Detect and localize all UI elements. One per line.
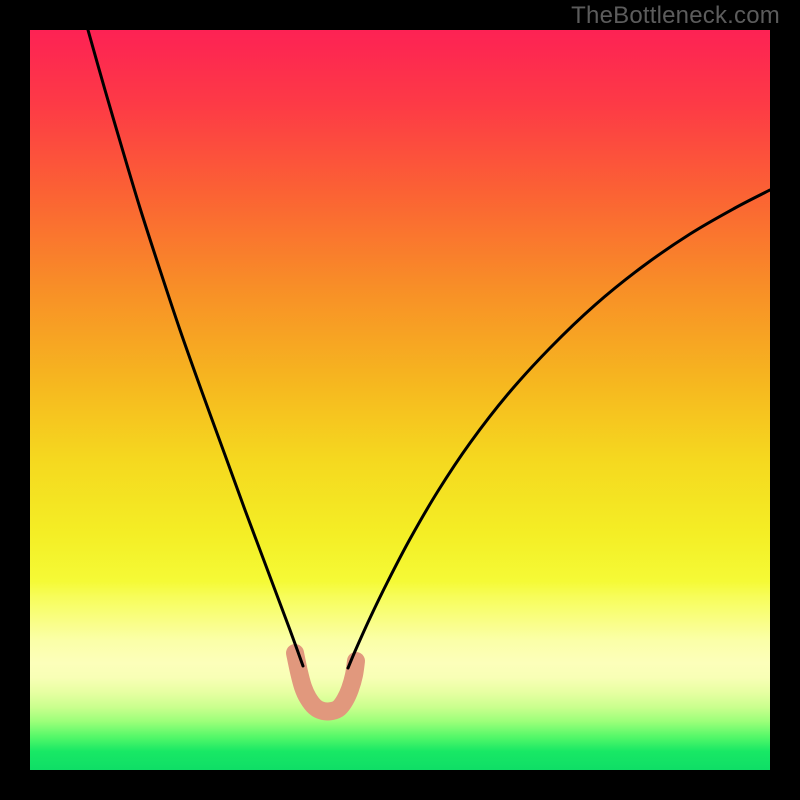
chart-svg (30, 30, 770, 770)
bottleneck-curve-chart (30, 30, 770, 770)
chart-frame: TheBottleneck.com (0, 0, 800, 800)
watermark-text: TheBottleneck.com (571, 2, 780, 30)
chart-background (30, 30, 770, 770)
